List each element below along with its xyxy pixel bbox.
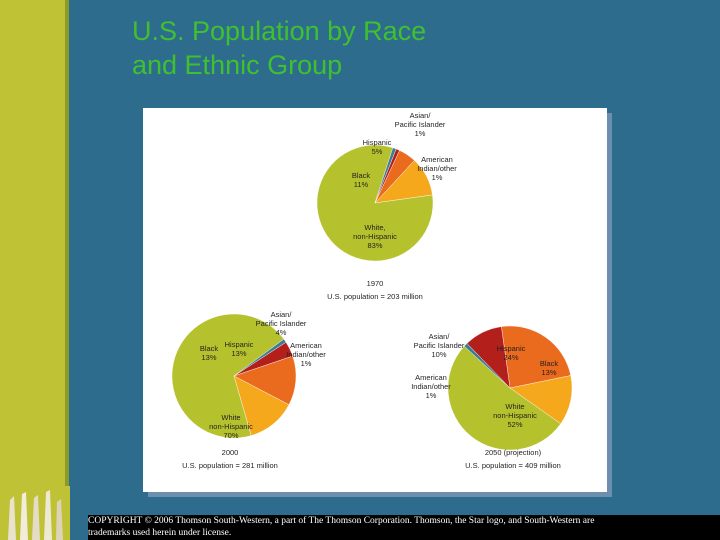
pie-slice-asian-pacific-islander bbox=[466, 326, 511, 389]
slice-data-label: White, non-Hispanic 83% bbox=[353, 223, 397, 250]
title-line-2: and Ethnic Group bbox=[132, 50, 343, 80]
pie-slice-american-indian-other bbox=[233, 338, 287, 377]
slice-data-label: American Indian/other 1% bbox=[417, 155, 457, 182]
pie-chart-0: Asian/Pacific Islander 1%Hispanic 5% Americ… bbox=[316, 111, 457, 301]
pie-slice-white-non-hispanic bbox=[171, 313, 285, 439]
chart-caption-total: U.S. population = 203 million bbox=[327, 292, 423, 301]
slice-data-label: American Indian/other 1% bbox=[411, 373, 451, 400]
corner-decoration bbox=[0, 486, 70, 540]
slice-data-label: Hispanic 13% bbox=[225, 340, 254, 358]
chart-caption-year: 2050 (projection) bbox=[485, 448, 542, 457]
title-line-1: U.S. Population by Race bbox=[132, 16, 427, 46]
chart-caption-total: U.S. population = 281 million bbox=[182, 461, 278, 470]
pie-slice-hispanic bbox=[501, 325, 571, 389]
slice-data-label: Asian/Pacific Islander 1% bbox=[395, 111, 446, 138]
pie-slice-white-non-hispanic bbox=[447, 345, 561, 451]
pie-chart-1: Asian/Pacific Islander 4% Black 13% Hispanic… bbox=[171, 310, 326, 470]
chart-caption-year: 2000 bbox=[222, 448, 239, 457]
footer-line-1: COPYRIGHT © 2006 Thomson South-Western, … bbox=[88, 516, 595, 526]
slice-data-label: American Indian/other 1% bbox=[286, 341, 326, 368]
slice-data-label: Asian/Pacific Islander 4% bbox=[256, 310, 307, 337]
figure-card: Asian/Pacific Islander 1% Hispanic 5% Americ… bbox=[143, 108, 607, 492]
pie-slice-asian-pacific-islander bbox=[374, 148, 400, 204]
slice-data-label: Hispanic 24% bbox=[497, 344, 526, 362]
slice-data-label: Black 13% bbox=[200, 344, 219, 362]
slide-title: U.S. Population by Race and Ethnic Group bbox=[132, 14, 692, 82]
copyright-footer: COPYRIGHT © 2006 Thomson South-Western, … bbox=[88, 515, 720, 540]
chart-caption-year: 1970 bbox=[367, 279, 384, 288]
slice-data-label: Hispanic 5% bbox=[363, 138, 392, 156]
slice-data-label: Black 11% bbox=[352, 171, 371, 189]
slice-data-label: White non-Hispanic 70% bbox=[209, 413, 253, 440]
left-accent-strip bbox=[65, 0, 69, 540]
pie-charts-figure: Asian/Pacific Islander 1%Hispanic 5% Americ… bbox=[171, 111, 573, 470]
slice-data-label: White non-Hispanic 52% bbox=[493, 402, 537, 429]
slice-data-label: Black 13% bbox=[540, 359, 559, 377]
chart-caption-total: U.S. population = 409 million bbox=[465, 461, 561, 470]
left-accent-bar bbox=[0, 0, 65, 540]
slice-data-label: Asian/Pacific Islander 10% bbox=[414, 332, 465, 359]
pie-chart-2: Asian/Pacific Islander 10% Hispanic 24% Blac… bbox=[411, 325, 573, 470]
footer-line-2: trademarks used herein under license. bbox=[88, 528, 232, 538]
